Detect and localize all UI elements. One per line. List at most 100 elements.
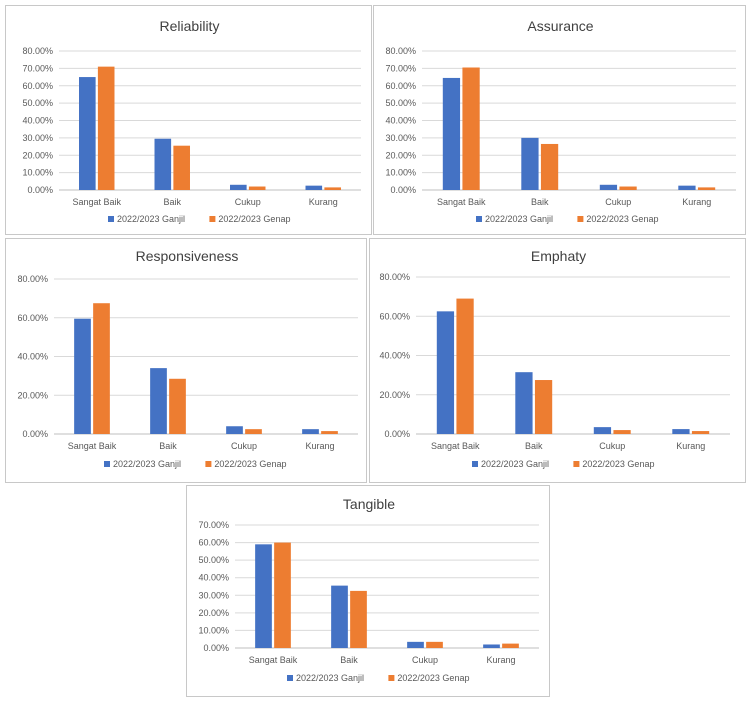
legend-swatch (388, 675, 395, 681)
y-tick-label: 60.00% (22, 81, 53, 91)
y-tick-label: 40.00% (22, 116, 53, 126)
legend-swatch (476, 216, 482, 222)
x-category-label: Baik (163, 197, 181, 207)
y-tick-label: 80.00% (379, 272, 410, 282)
x-category-label: Cukup (235, 197, 261, 207)
bar-2022-2023-ganjil-sangat-baik (436, 311, 455, 434)
bar-2022-2023-ganjil-baik (521, 137, 539, 190)
y-tick-label: 0.00% (22, 429, 48, 439)
chart-emphaty: Emphaty 0.00% 20.00% 40.00% 60.00% 80.00% Sang… (379, 248, 730, 469)
legend-label: 2022/2023 Ganjil (117, 214, 185, 224)
y-tick-label: 40.00% (17, 352, 48, 362)
y-tick-label: 20.00% (379, 390, 410, 400)
chart-title: Emphaty (531, 248, 586, 264)
y-tick-label: 70.00% (198, 520, 229, 530)
bar-2022-2023-genap-baik (173, 145, 190, 190)
x-category-label: Sangat Baik (431, 441, 480, 451)
chart-panel-assurance: Assurance 0.00% 10.00% 20.00% 30.00% 40.00% 50… (373, 5, 746, 235)
y-tick-label: 30.00% (198, 590, 229, 600)
bar-2022-2023-genap-cukup (245, 429, 262, 434)
bar-2022-2023-ganjil-baik (154, 138, 172, 190)
x-category-label: Baik (159, 441, 177, 451)
y-tick-label: 20.00% (17, 390, 48, 400)
y-tick-label: 30.00% (385, 133, 416, 143)
y-tick-label: 80.00% (17, 274, 48, 284)
legend-swatch (205, 461, 212, 467)
chart-reliability: Reliability 0.00% 10.00% 20.00% 30.00% 40.00%… (22, 18, 361, 224)
y-tick-label: 50.00% (385, 98, 416, 108)
chart-title: Reliability (160, 18, 220, 34)
y-tick-label: 80.00% (22, 46, 53, 56)
x-category-label: Baik (340, 655, 358, 665)
y-tick-label: 10.00% (22, 168, 53, 178)
bar-2022-2023-ganjil-cukup (593, 427, 612, 434)
bar-2022-2023-genap-sangat-baik (97, 66, 115, 190)
chart-panel-responsiveness: Responsiveness 0.00% 20.00% 40.00% 60.00% 80.… (5, 238, 367, 483)
bar-2022-2023-genap-kurang (697, 187, 716, 190)
bar-2022-2023-ganjil-kurang (483, 644, 500, 648)
bar-2022-2023-genap-kurang (691, 431, 710, 434)
y-tick-label: 70.00% (385, 63, 416, 73)
bar-2022-2023-ganjil-kurang (678, 185, 696, 190)
y-tick-label: 40.00% (379, 351, 410, 361)
chart-panel-tangible: Tangible 0.00% 10.00% 20.00% 30.00% 40.00% 50.… (186, 485, 550, 697)
legend-label: 2022/2023 Genap (586, 214, 658, 224)
bar-2022-2023-ganjil-sangat-baik (79, 77, 96, 190)
y-tick-label: 20.00% (198, 608, 229, 618)
y-tick-label: 40.00% (385, 116, 416, 126)
bar-2022-2023-genap-baik (534, 380, 553, 434)
bar-2022-2023-genap-kurang (502, 643, 519, 648)
x-category-label: Sangat Baik (437, 197, 486, 207)
bar-2022-2023-ganjil-sangat-baik (74, 318, 91, 434)
legend-label: 2022/2023 Ganjil (113, 459, 181, 469)
legend-label: 2022/2023 Ganjil (485, 214, 553, 224)
chart-title: Tangible (343, 496, 395, 512)
y-tick-label: 0.00% (203, 643, 229, 653)
legend-label: 2022/2023 Ganjil (296, 673, 364, 683)
y-tick-label: 30.00% (22, 133, 53, 143)
chart-tangible: Tangible 0.00% 10.00% 20.00% 30.00% 40.00% 50.… (198, 496, 539, 683)
bar-2022-2023-genap-kurang (321, 431, 338, 434)
bar-2022-2023-genap-sangat-baik (456, 298, 474, 434)
bar-2022-2023-ganjil-cukup (599, 184, 618, 190)
y-tick-label: 50.00% (22, 98, 53, 108)
bar-2022-2023-genap-sangat-baik (93, 303, 110, 434)
x-category-label: Cukup (412, 655, 438, 665)
legend-label: 2022/2023 Genap (582, 459, 654, 469)
chart-responsiveness: Responsiveness 0.00% 20.00% 40.00% 60.00% 80.… (17, 248, 358, 469)
bar-2022-2023-genap-cukup (613, 430, 631, 434)
bar-2022-2023-ganjil-kurang (305, 185, 323, 190)
bar-2022-2023-ganjil-cukup (407, 641, 424, 648)
y-tick-label: 60.00% (379, 311, 410, 321)
y-tick-label: 20.00% (385, 150, 416, 160)
legend-swatch (577, 216, 584, 222)
x-category-label: Sangat Baik (249, 655, 298, 665)
x-category-label: Cukup (599, 441, 625, 451)
bar-2022-2023-ganjil-baik (150, 368, 167, 434)
bar-2022-2023-genap-baik (169, 378, 186, 434)
y-tick-label: 60.00% (198, 538, 229, 548)
bar-2022-2023-genap-cukup (248, 186, 266, 190)
y-tick-label: 20.00% (22, 150, 53, 160)
y-tick-label: 10.00% (198, 625, 229, 635)
x-category-label: Cukup (605, 197, 631, 207)
x-category-label: Sangat Baik (72, 197, 121, 207)
y-tick-label: 60.00% (385, 81, 416, 91)
legend-swatch (287, 675, 293, 681)
bar-2022-2023-ganjil-cukup (226, 426, 243, 434)
x-category-label: Kurang (305, 441, 334, 451)
chart-title: Responsiveness (136, 248, 239, 264)
bar-2022-2023-genap-cukup (619, 186, 637, 190)
x-category-label: Kurang (676, 441, 705, 451)
bar-2022-2023-ganjil-kurang (672, 429, 690, 434)
x-category-label: Kurang (486, 655, 515, 665)
bar-2022-2023-genap-cukup (426, 641, 443, 648)
bar-2022-2023-ganjil-kurang (302, 429, 319, 434)
bar-2022-2023-genap-baik (540, 143, 559, 190)
legend-label: 2022/2023 Genap (214, 459, 286, 469)
x-category-label: Sangat Baik (68, 441, 117, 451)
x-category-label: Cukup (231, 441, 257, 451)
y-tick-label: 50.00% (198, 555, 229, 565)
bar-2022-2023-genap-baik (350, 590, 367, 648)
bar-2022-2023-ganjil-cukup (230, 184, 247, 190)
